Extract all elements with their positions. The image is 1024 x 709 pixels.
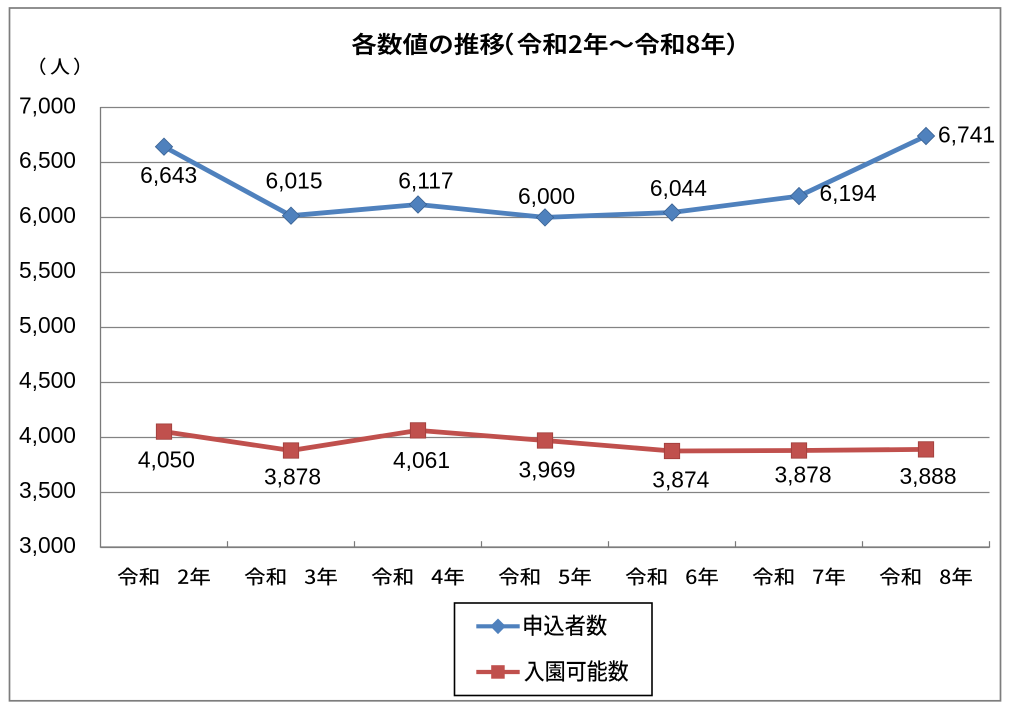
svg-text:3,888: 3,888 — [899, 463, 956, 489]
svg-text:6,194: 6,194 — [820, 180, 877, 206]
svg-text:6,000: 6,000 — [518, 183, 575, 209]
svg-text:3,969: 3,969 — [518, 456, 575, 482]
svg-text:4,050: 4,050 — [138, 447, 195, 473]
svg-text:7,000: 7,000 — [19, 92, 76, 118]
svg-text:6,044: 6,044 — [650, 175, 707, 201]
svg-text:4,500: 4,500 — [19, 367, 76, 393]
svg-text:5,500: 5,500 — [19, 257, 76, 283]
svg-text:6,741: 6,741 — [938, 121, 995, 147]
svg-text:6,117: 6,117 — [398, 168, 453, 194]
svg-text:3,874: 3,874 — [652, 466, 709, 492]
svg-text:5,000: 5,000 — [19, 312, 76, 338]
svg-text:4,000: 4,000 — [19, 422, 76, 448]
svg-text:3,000: 3,000 — [19, 532, 76, 558]
svg-text:6,015: 6,015 — [265, 168, 322, 194]
svg-text:6,500: 6,500 — [19, 147, 76, 173]
svg-text:3,500: 3,500 — [19, 477, 76, 503]
svg-text:6,000: 6,000 — [19, 202, 76, 228]
svg-text:3,878: 3,878 — [774, 461, 831, 487]
svg-text:3,878: 3,878 — [264, 463, 321, 489]
svg-text:6,643: 6,643 — [140, 162, 197, 188]
svg-text:4,061: 4,061 — [393, 447, 450, 473]
